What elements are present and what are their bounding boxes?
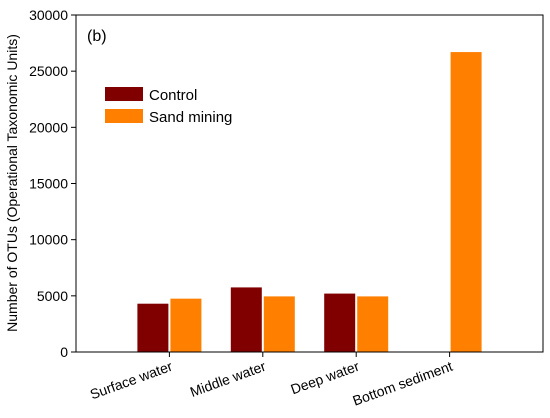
x-tick-label: Middle water xyxy=(188,358,268,400)
legend-label-sand-mining: Sand mining xyxy=(149,109,232,126)
y-tick-label: 15000 xyxy=(29,176,68,192)
bars-layer xyxy=(137,52,482,352)
bar-sand-mining-surface-water xyxy=(170,298,202,352)
y-axis-title: Number of OTUs (Operational Taxonomic Un… xyxy=(4,34,20,332)
bar-control-surface-water xyxy=(137,303,169,352)
bar-control-deep-water xyxy=(324,293,356,352)
x-tick-label: Bottom sediment xyxy=(350,358,454,409)
y-tick-label: 25000 xyxy=(29,63,68,79)
bar-sand-mining-bottom-sediment xyxy=(450,52,482,352)
panel-label: (b) xyxy=(87,28,107,45)
y-tick-label: 20000 xyxy=(29,119,68,135)
x-tick-label: Surface water xyxy=(88,358,175,403)
legend: Control Sand mining xyxy=(105,87,232,126)
legend-label-control: Control xyxy=(149,87,197,104)
bar-control-middle-water xyxy=(230,287,262,352)
y-tick-label: 0 xyxy=(60,344,68,360)
y-tick-label: 10000 xyxy=(29,232,68,248)
legend-swatch-sand-mining xyxy=(105,109,143,123)
y-tick-label: 30000 xyxy=(29,7,68,23)
legend-swatch-control xyxy=(105,87,143,101)
x-tick-label: Deep water xyxy=(288,358,361,398)
bar-sand-mining-deep-water xyxy=(357,296,389,352)
y-tick-label: 5000 xyxy=(37,288,68,304)
bar-sand-mining-middle-water xyxy=(263,296,295,352)
